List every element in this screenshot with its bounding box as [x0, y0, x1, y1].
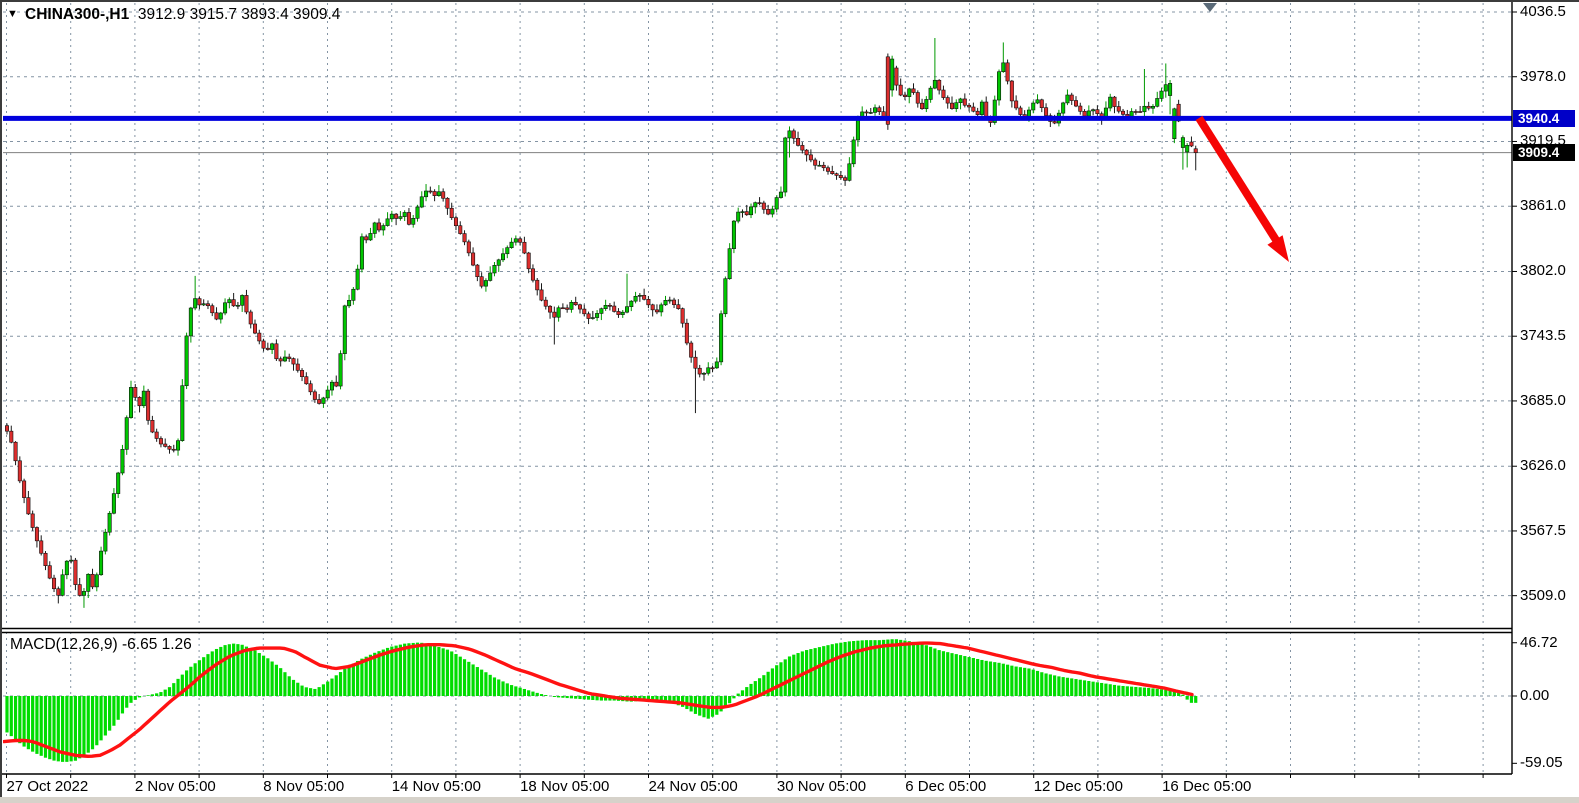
symbol-dropdown-icon[interactable]: ▼	[7, 8, 18, 20]
price-tag-resistance: 3940.4	[1513, 109, 1575, 127]
chart-shift-marker-icon[interactable]	[1203, 3, 1217, 12]
price-axis-label: 3509.0	[1520, 586, 1566, 604]
chart-title: CHINA300-,H1 3912.9 3915.7 3893.4 3909.4	[25, 6, 340, 24]
time-axis-label: 27 Oct 2022	[6, 778, 89, 795]
window-top-border	[0, 0, 1579, 2]
candlestick-series	[5, 38, 1198, 608]
macd-signal-line	[3, 641, 1194, 758]
time-axis-label: 6 Dec 05:00	[905, 778, 987, 795]
macd-histogram	[5, 639, 1198, 762]
window-bottom-strip	[0, 797, 1579, 803]
price-axis-label: 3802.0	[1520, 262, 1566, 280]
symbol-period-label: CHINA300-,H1	[25, 6, 130, 23]
time-axis-label: 16 Dec 05:00	[1162, 778, 1252, 795]
price-axis-label: 3626.0	[1520, 457, 1566, 475]
time-axis-label: 18 Nov 05:00	[520, 778, 610, 795]
panel-borders	[2, 2, 1517, 778]
macd-axis-label: 46.72	[1520, 633, 1558, 651]
macd-axis-label: -59.05	[1520, 754, 1563, 772]
price-axis-label: 3978.0	[1520, 67, 1566, 85]
time-axis-label: 24 Nov 05:00	[648, 778, 738, 795]
price-axis-label: 3861.0	[1520, 197, 1566, 215]
trend-arrow[interactable]	[1195, 115, 1289, 262]
macd-axis-label: 0.00	[1520, 687, 1550, 704]
time-axis-label: 12 Dec 05:00	[1033, 778, 1123, 795]
price-axis-label: 3685.0	[1520, 391, 1566, 409]
ohlc-values: 3912.9 3915.7 3893.4 3909.4	[137, 6, 341, 23]
time-axis-label: 2 Nov 05:00	[134, 778, 216, 795]
price-tag-current-price: 3909.4	[1513, 144, 1575, 162]
price-axis-label: 4036.5	[1520, 3, 1566, 20]
window-left-border	[0, 0, 2, 797]
time-axis-label: 30 Nov 05:00	[776, 778, 867, 795]
price-axis-label: 3743.5	[1520, 327, 1566, 345]
time-axis-label: 14 Nov 05:00	[391, 778, 481, 795]
price-axis-label: 3567.5	[1520, 521, 1566, 539]
macd-indicator-label: MACD(12,26,9) -6.65 1.26	[10, 636, 192, 653]
time-axis-label: 8 Nov 05:00	[263, 778, 345, 795]
